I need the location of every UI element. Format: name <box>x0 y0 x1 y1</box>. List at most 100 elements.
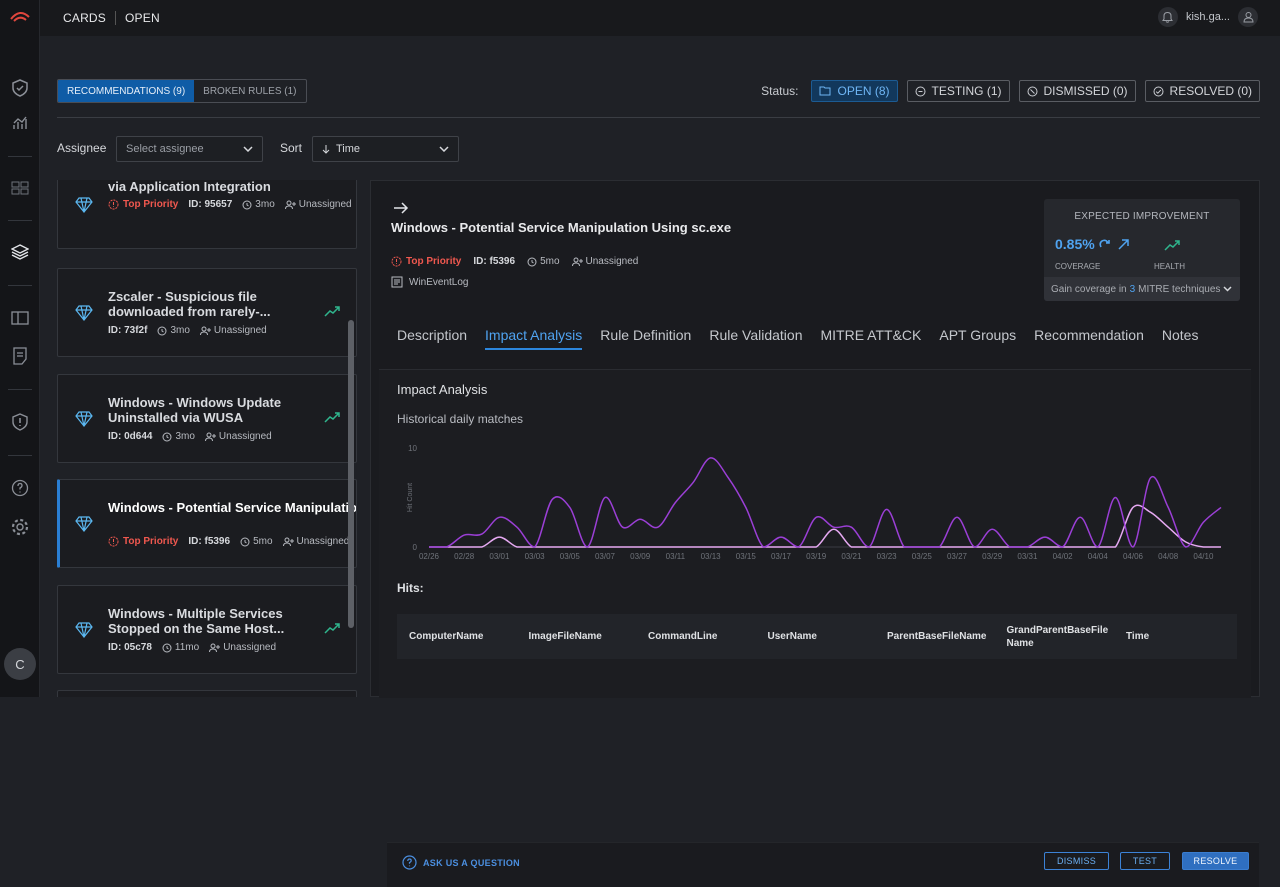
settings-icon[interactable] <box>8 515 32 539</box>
list-item[interactable]: Windows - Windows Update Uninstalled via… <box>57 374 357 463</box>
column-header[interactable]: ComputerName <box>409 631 484 642</box>
x-tick-label: 03/01 <box>489 552 510 561</box>
source-name: WinEventLog <box>409 276 469 288</box>
tab-broken-rules[interactable]: BROKEN RULES (1) <box>203 85 297 97</box>
user-menu[interactable]: kish.ga... <box>1157 7 1258 27</box>
y-axis-label: Hit Count <box>407 483 414 512</box>
detail-source: WinEventLog <box>391 276 468 288</box>
card-id: ID: 95657 <box>188 199 233 210</box>
detail-id: ID: f5396 <box>473 256 516 267</box>
x-tick-label: 03/27 <box>947 552 968 561</box>
detail-assignee-value: Unassigned <box>585 256 639 267</box>
daily-matches-chart: 10 0 Hit Count 02/26 02/28 03/01 03/03 03/05 03/… <box>407 444 1222 561</box>
dashboard-icon[interactable] <box>8 176 32 200</box>
chevron-down-icon <box>1223 286 1232 292</box>
column-header[interactable]: UserName <box>767 631 817 642</box>
list-item[interactable] <box>57 690 357 697</box>
clock-icon <box>157 326 167 335</box>
detail-assignee[interactable]: Unassigned <box>571 256 639 267</box>
card-age: 5mo <box>240 536 273 547</box>
logo-icon[interactable] <box>8 6 32 30</box>
detail-panel: Windows - Potential Service Manipulation… <box>370 180 1260 887</box>
shield-check-icon[interactable] <box>8 76 32 100</box>
column-header[interactable]: Time <box>1126 631 1150 642</box>
rail-divider <box>8 455 32 456</box>
test-button[interactable]: TEST <box>1120 852 1170 870</box>
tab-description[interactable]: Description <box>397 327 468 343</box>
card-age-value: 11mo <box>174 642 200 653</box>
column-header[interactable]: ImageFileName <box>528 631 602 642</box>
clock-icon <box>162 432 172 441</box>
status-dismissed-button[interactable]: DISMISSED (0) <box>1018 80 1136 102</box>
shield-alert-icon[interactable] <box>8 410 32 434</box>
column-header[interactable]: ParentBaseFileName <box>887 631 987 642</box>
series-line <box>428 504 1221 548</box>
recommendation-list: Okta - Possible Password Extraction via … <box>57 180 357 697</box>
ask-question-link[interactable]: ASK US A QUESTION <box>402 855 520 870</box>
arrow-right-icon[interactable] <box>393 202 409 214</box>
column-header[interactable]: CommandLine <box>648 631 718 642</box>
sort-select[interactable]: Time <box>312 136 459 162</box>
rail-divider <box>8 220 32 221</box>
book-icon[interactable] <box>8 306 32 330</box>
bell-icon[interactable] <box>1157 7 1178 27</box>
priority-label: Top Priority <box>123 199 179 210</box>
panel-title: Impact Analysis <box>397 382 488 397</box>
x-tick-label: 03/03 <box>525 552 546 561</box>
help-icon[interactable] <box>8 476 32 500</box>
hits-label: Hits: <box>397 581 424 595</box>
card-assignee-value: Unassigned <box>213 325 267 336</box>
status-open-button[interactable]: OPEN (8) <box>811 80 898 102</box>
layers-icon[interactable] <box>8 240 32 264</box>
coverage-value: 0.85% <box>1055 236 1095 252</box>
expected-improvement-header: EXPECTED IMPROVEMENT <box>1074 211 1210 222</box>
list-item-selected[interactable]: Windows - Potential Service Manipulation… <box>57 479 357 568</box>
tab-recommendation[interactable]: Recommendation <box>1034 327 1144 343</box>
account-avatar[interactable]: C <box>4 648 36 680</box>
x-tick-label: 03/11 <box>666 552 686 561</box>
impact-analysis-panel: Impact Analysis Historical daily matches… <box>379 369 1259 887</box>
tab-rule-validation[interactable]: Rule Validation <box>709 327 803 343</box>
tab-rule-definition[interactable]: Rule Definition <box>600 327 692 343</box>
status-open-label: OPEN (8) <box>837 84 890 98</box>
card-title: Zscaler - Suspicious file downloaded fro… <box>108 289 271 319</box>
list-scrollbar[interactable] <box>348 320 354 628</box>
list-item[interactable]: Windows - Multiple Services Stopped on t… <box>57 585 357 674</box>
assignee-label: Assignee <box>57 141 107 155</box>
analytics-icon[interactable] <box>8 111 32 135</box>
x-tick-label: 02/28 <box>454 552 475 561</box>
mitre-coverage-toggle[interactable]: Gain coverage in 3 MITRE techniques <box>1044 277 1240 301</box>
tab-apt-groups[interactable]: APT Groups <box>939 327 1017 343</box>
list-item[interactable]: Okta - Possible Password Extraction via … <box>57 180 357 249</box>
tab-notes[interactable]: Notes <box>1161 327 1199 343</box>
user-plus-icon <box>209 643 221 652</box>
assignee-placeholder: Select assignee <box>126 143 204 155</box>
status-resolved-label: RESOLVED (0) <box>1169 84 1252 98</box>
tab-recommendations[interactable]: RECOMMENDATIONS (9) <box>58 80 195 102</box>
breadcrumb-cards[interactable]: CARDS <box>63 11 107 25</box>
card-assignee-value: Unassigned <box>218 431 272 442</box>
card-id: ID: 0d644 <box>108 431 153 442</box>
status-resolved-button[interactable]: RESOLVED (0) <box>1144 80 1260 102</box>
diamond-icon <box>75 411 93 427</box>
x-tick-label: 04/04 <box>1088 552 1109 561</box>
list-item[interactable]: Zscaler - Suspicious file downloaded fro… <box>57 268 357 357</box>
card-assignee-value: Unassigned <box>296 536 350 547</box>
resolve-button[interactable]: RESOLVE <box>1182 852 1249 870</box>
x-tick-label: 03/09 <box>630 552 651 561</box>
assignee-select[interactable]: Select assignee <box>116 136 263 162</box>
alert-icon <box>108 536 119 547</box>
user-icon[interactable] <box>1238 7 1258 27</box>
status-testing-button[interactable]: TESTING (1) <box>906 80 1010 102</box>
column-header[interactable]: GrandParentBaseFileName <box>1006 624 1109 649</box>
card-age-value: 3mo <box>170 325 190 336</box>
card-age-value: 3mo <box>175 431 195 442</box>
dismiss-button[interactable]: DISMISS <box>1044 852 1109 870</box>
detail-title: Windows - Potential Service Manipulation… <box>391 220 732 235</box>
tab-mitre-attack[interactable]: MITRE ATT&CK <box>820 327 922 343</box>
card-age: 11mo <box>162 642 199 653</box>
tab-impact-analysis[interactable]: Impact Analysis <box>485 327 583 350</box>
report-icon[interactable] <box>8 344 32 368</box>
card-assignee: Unassigned <box>209 642 276 653</box>
card-meta: ID: 05c78 11mo Unassigned <box>108 642 276 653</box>
